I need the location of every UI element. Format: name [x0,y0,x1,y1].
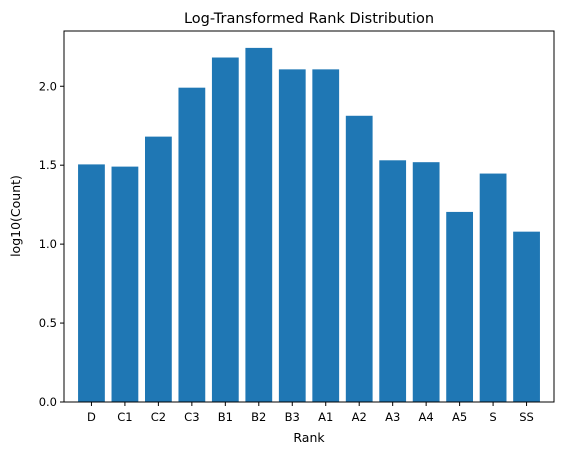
x-tick-label: C2 [151,410,166,424]
bar-a3 [379,160,407,402]
bar-a4 [412,162,440,402]
x-axis-ticks: D C1 C2 C3 B1 B2 B3 A1 A2 A3 A4 A5 S SS [87,402,534,424]
x-tick-label: B1 [218,410,233,424]
bar-b2 [245,47,273,402]
y-tick-label: 2.0 [39,79,57,93]
y-axis-label: log10(Count) [8,175,23,257]
x-tick-label: D [87,410,96,424]
x-tick-label: C3 [184,410,199,424]
y-axis-ticks: 0.0 0.5 1.0 1.5 2.0 [39,79,64,409]
y-tick-label: 1.0 [39,237,57,251]
bar-c3 [178,87,206,403]
x-tick-label: A5 [452,410,467,424]
x-tick-label: C1 [117,410,132,424]
bar-s [479,173,507,402]
x-tick-label: A4 [419,410,434,424]
y-tick-label: 0.5 [39,316,57,330]
x-tick-label: S [489,410,496,424]
bar-a1 [312,69,340,403]
x-axis-label: Rank [293,430,325,445]
chart-title: Log-Transformed Rank Distribution [184,11,434,27]
bar-a2 [345,115,373,402]
bar-b3 [278,69,306,403]
x-tick-label: B3 [285,410,300,424]
x-tick-label: SS [519,410,534,424]
x-tick-label: A1 [318,410,333,424]
bar-c1 [111,166,139,402]
y-tick-label: 0.0 [39,395,57,409]
bar-c2 [145,136,172,402]
plot-frame [63,30,555,403]
bar-a5 [446,211,474,402]
bar-b1 [211,57,239,403]
y-tick-label: 1.5 [39,158,57,172]
bars-group [78,47,540,403]
bar-d [78,164,105,402]
x-tick-label: B2 [251,410,266,424]
x-tick-label: A3 [385,410,400,424]
x-tick-label: A2 [352,410,367,424]
bar-ss [513,231,540,402]
